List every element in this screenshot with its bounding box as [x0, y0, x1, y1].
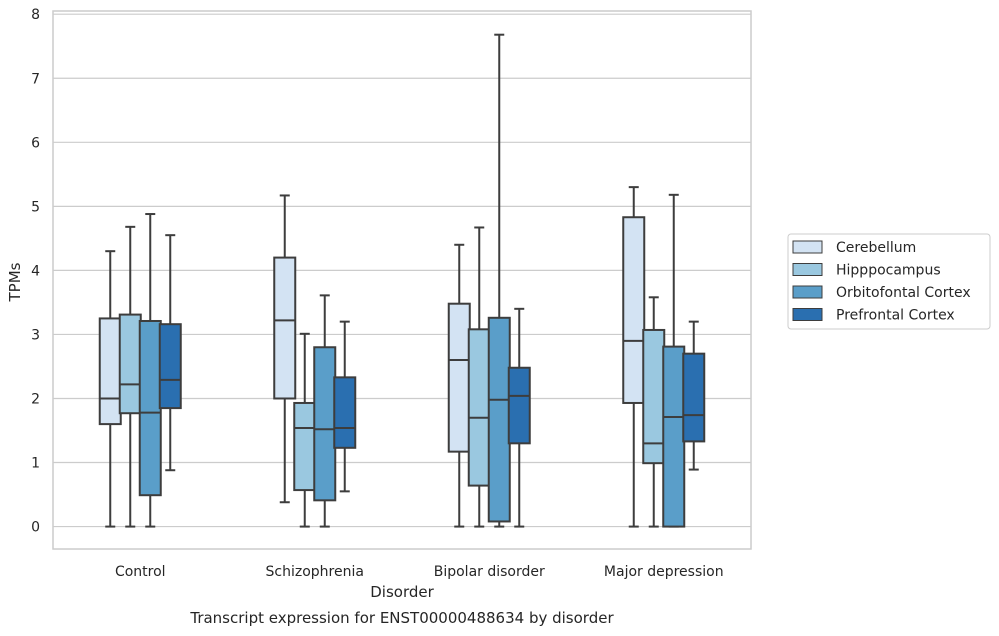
- box-group: [273, 194, 297, 504]
- legend-label: Hipppocampus: [836, 263, 941, 279]
- box-group: [138, 213, 162, 528]
- box: [447, 302, 471, 453]
- x-tick-label: Control: [115, 564, 166, 580]
- legend-swatch: [792, 285, 823, 299]
- box-group: [158, 234, 182, 472]
- box: [118, 313, 142, 415]
- legend-swatch: [792, 263, 823, 276]
- box-group: [642, 296, 666, 528]
- legend-label: Orbitofontal Cortex: [836, 285, 971, 301]
- box: [487, 316, 511, 523]
- x-tick-label: Schizophrenia: [266, 564, 364, 580]
- box-group: [293, 332, 317, 528]
- y-tick-label: 7: [31, 71, 40, 87]
- x-tick-labels: Control Schizophrenia Bipolar disorder Majo…: [115, 564, 724, 580]
- boxes-layer: [98, 33, 706, 528]
- x-axis-label: Disorder: [370, 583, 434, 601]
- plot-frame: [52, 10, 752, 550]
- box-group: [313, 294, 337, 528]
- legend-label: Cerebellum: [836, 240, 916, 256]
- y-axis-label: TPMs: [6, 262, 24, 302]
- legend-label: Prefrontal Cortex: [836, 308, 955, 324]
- y-tick-label: 1: [31, 456, 40, 472]
- y-tick-label: 8: [31, 7, 40, 23]
- y-tick-label: 6: [31, 135, 40, 151]
- box-group: [507, 307, 531, 528]
- box: [313, 346, 337, 502]
- box: [138, 319, 162, 497]
- y-tick-label: 0: [31, 520, 40, 536]
- y-tick-label: 4: [31, 263, 40, 279]
- y-tick-label: 2: [31, 391, 40, 407]
- legend-swatch: [792, 308, 823, 321]
- box: [98, 317, 122, 426]
- chart-title: Transcript expression for ENST0000048863…: [189, 609, 614, 627]
- box: [467, 328, 491, 487]
- box-group: [447, 243, 471, 528]
- box: [682, 352, 706, 443]
- legend-frame: [787, 233, 991, 330]
- box-group: [662, 193, 686, 528]
- x-tick-label: Major depression: [604, 564, 724, 580]
- box-group: [118, 225, 142, 528]
- box-group: [487, 33, 511, 528]
- box: [273, 256, 297, 400]
- y-tick-label: 5: [31, 199, 40, 215]
- box: [622, 216, 646, 404]
- box: [507, 366, 531, 445]
- box-group: [333, 320, 357, 493]
- legend: Cerebellum Hipppocampus Orbitofontal Corte…: [787, 233, 991, 330]
- box-group: [682, 320, 706, 471]
- box-group: [622, 186, 646, 528]
- y-tick-label: 3: [31, 327, 40, 343]
- legend-swatch: [792, 240, 823, 254]
- box: [662, 345, 686, 528]
- box: [158, 323, 182, 410]
- box-group: [98, 250, 122, 528]
- box-group: [467, 226, 491, 528]
- box: [333, 376, 357, 449]
- box: [293, 401, 317, 492]
- y-tick-labels: 0 1 2 3 4 5 6 7 8: [31, 7, 40, 535]
- x-tick-label: Bipolar disorder: [434, 564, 545, 580]
